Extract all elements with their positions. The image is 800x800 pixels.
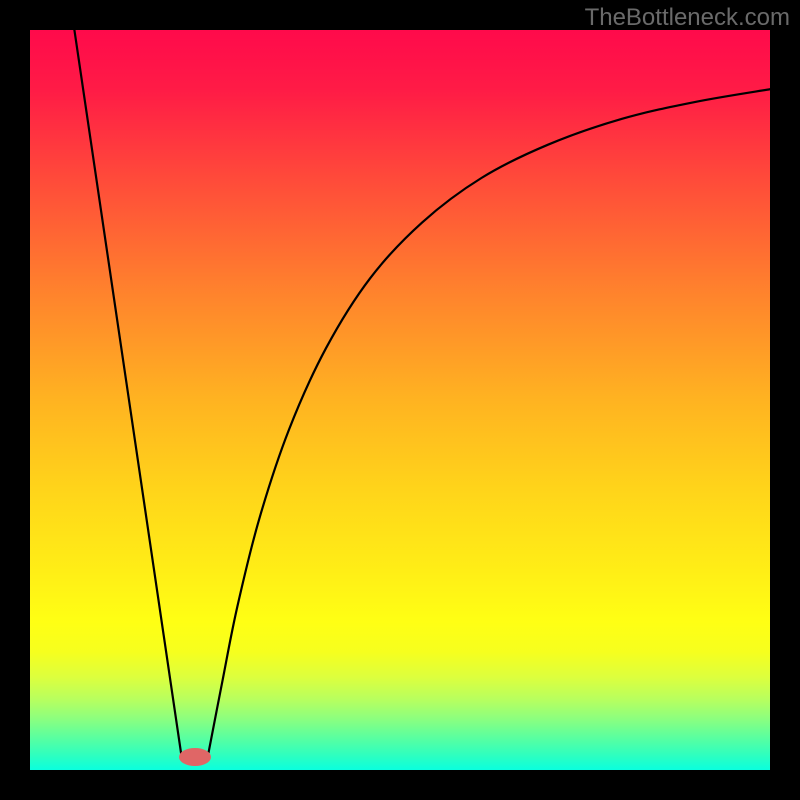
plot-area: [30, 30, 770, 770]
optimum-marker: [179, 748, 211, 766]
bottleneck-curve: [74, 30, 770, 757]
curve-layer: [30, 30, 770, 770]
